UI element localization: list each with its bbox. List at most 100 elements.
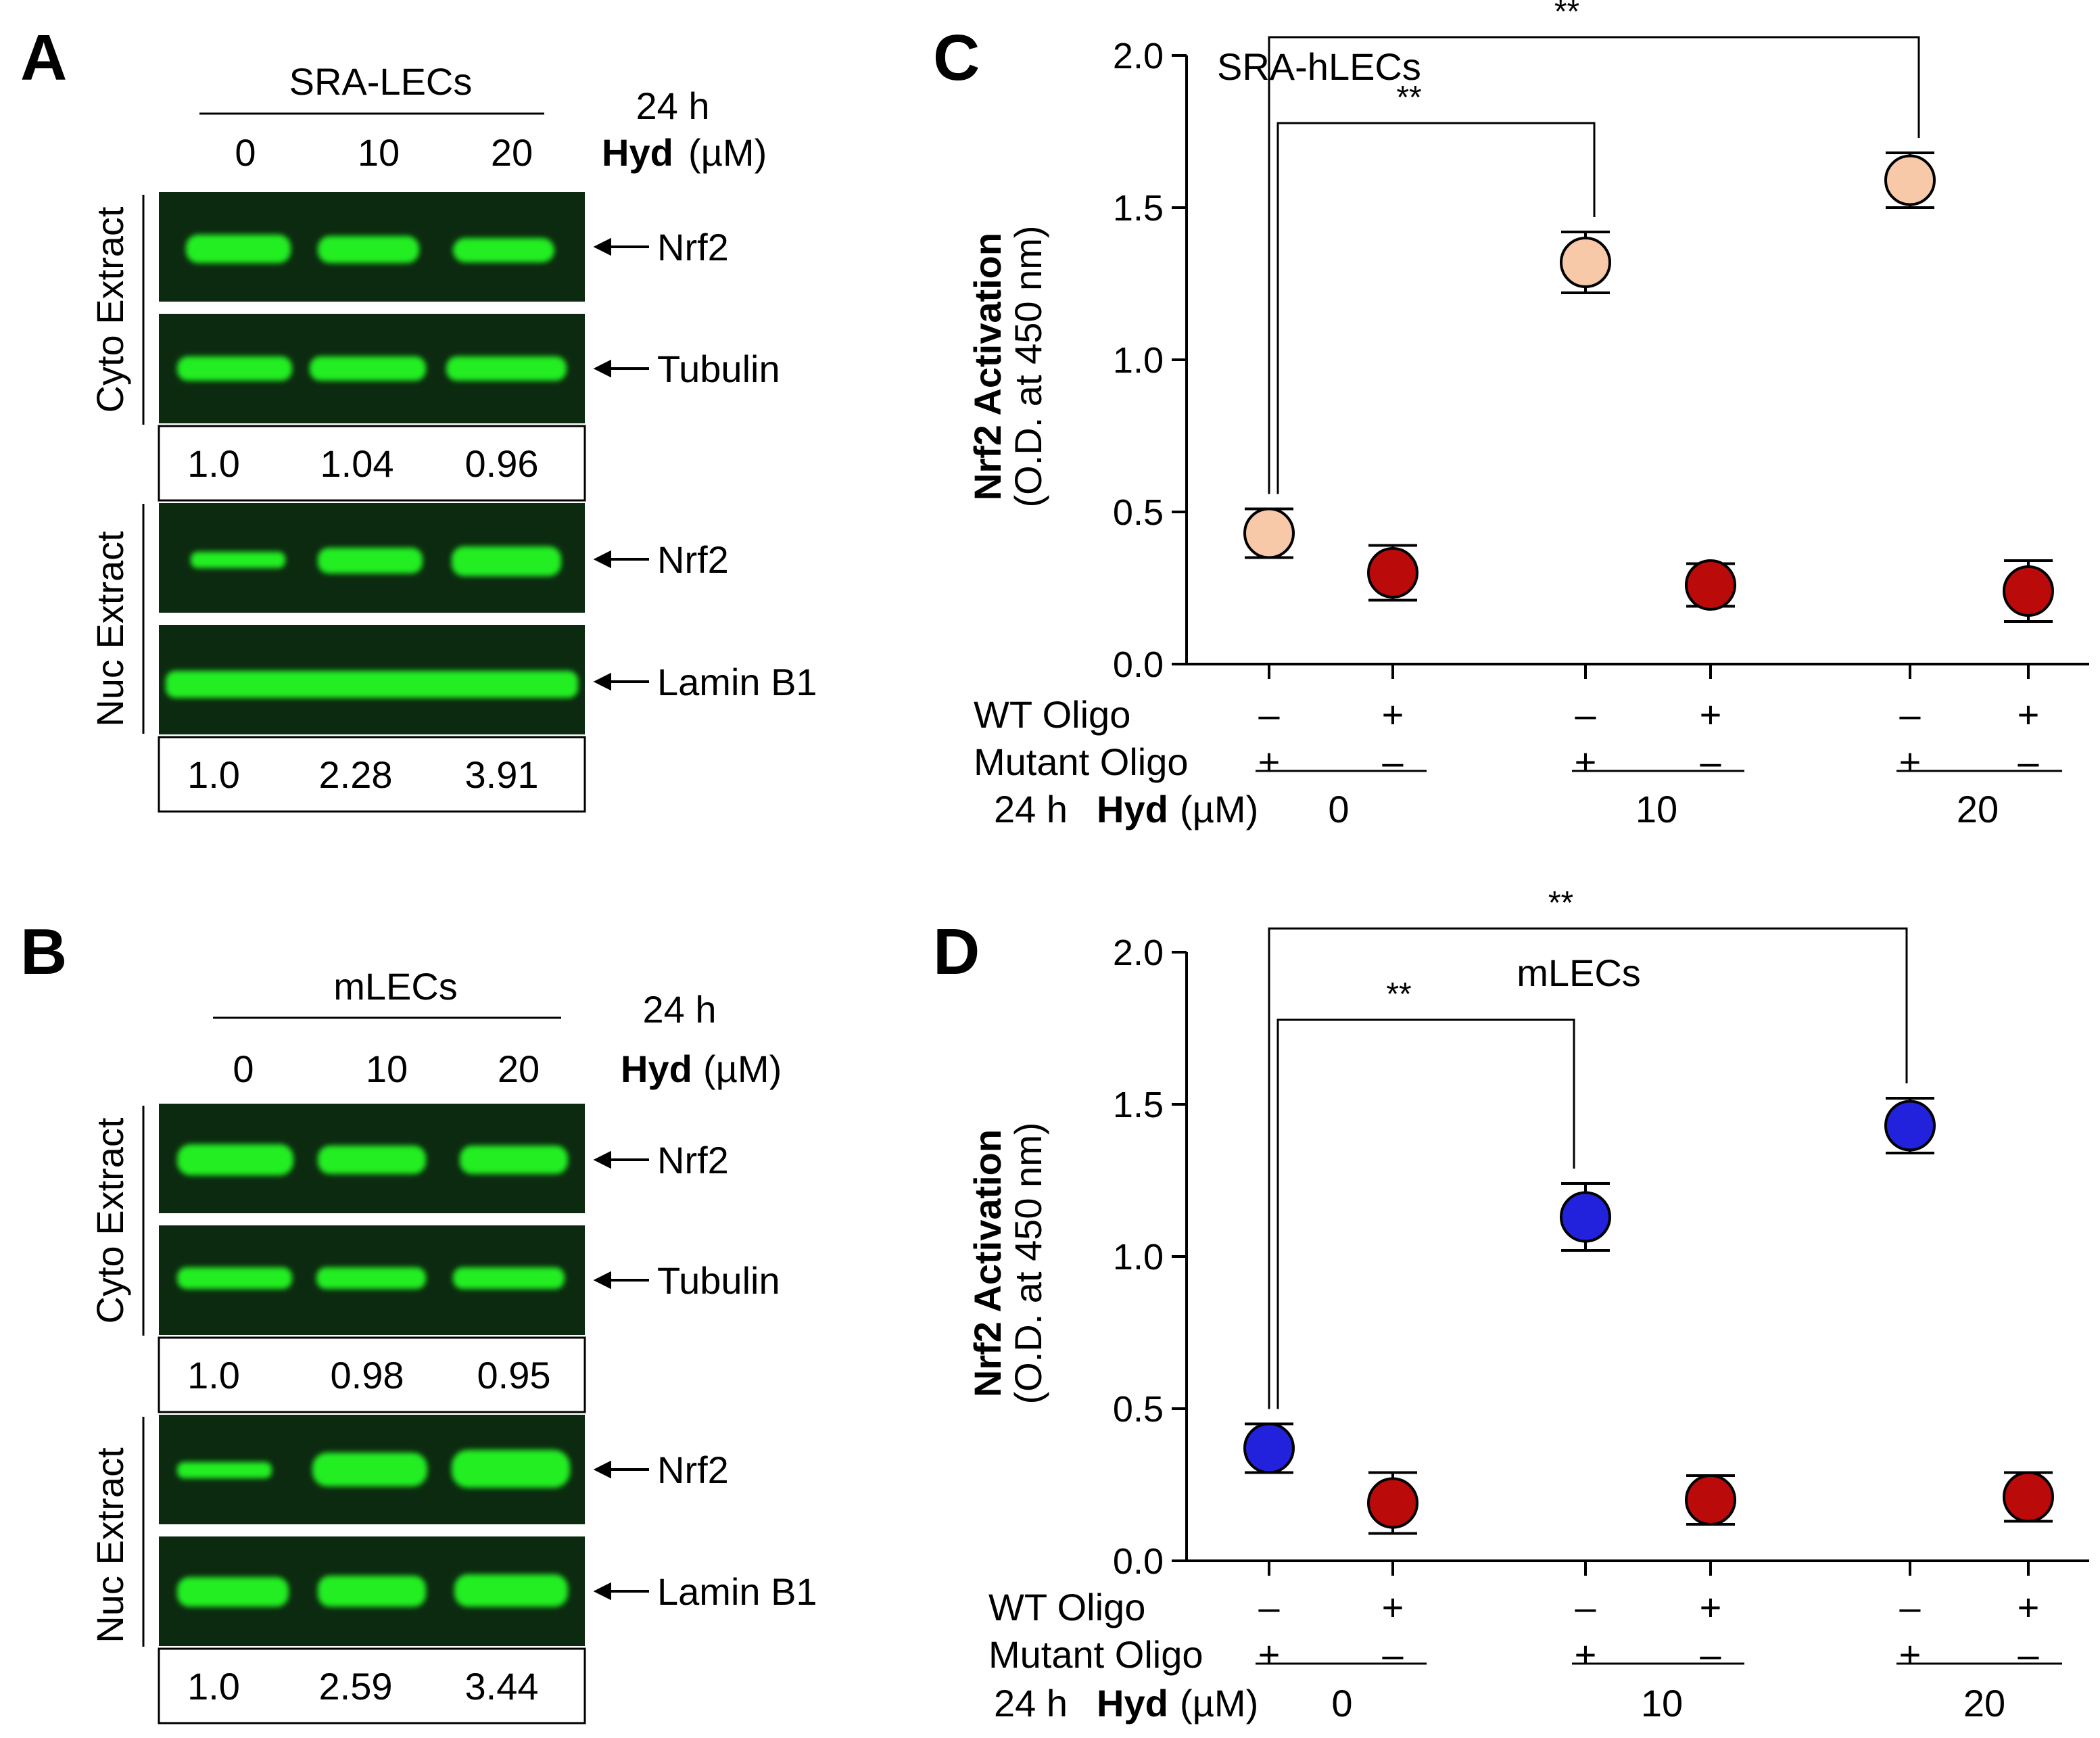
chart-title: SRA-hLECs — [1217, 45, 1421, 88]
significance-bracket — [1276, 122, 1596, 494]
dose-label: 10 — [1641, 1682, 1683, 1724]
y-axis-label-bold: Nrf2 Activation — [966, 1129, 1009, 1397]
wt-sign: + — [2018, 693, 2040, 736]
band — [177, 1267, 292, 1289]
dose-label: 0 — [1331, 1682, 1352, 1724]
chart-title: mLECs — [1517, 952, 1641, 994]
band — [318, 548, 423, 573]
band — [316, 1267, 426, 1289]
band — [454, 1574, 568, 1607]
wt-sign: – — [1899, 1586, 1921, 1628]
blot-label: Tubulin — [657, 1259, 780, 1302]
wt-point — [1367, 1477, 1418, 1529]
unit-label: (µM) — [703, 1048, 782, 1090]
wt-sign: – — [1575, 1586, 1596, 1628]
panel-letter-a: A — [20, 22, 67, 94]
y-tick-label: 2.0 — [1113, 36, 1164, 76]
band — [318, 1576, 426, 1607]
ratio-value: 1.0 — [187, 1665, 240, 1708]
ratio-value: 2.59 — [319, 1665, 393, 1708]
wt-sign: + — [2018, 1586, 2040, 1628]
blot-label: Nrf2 — [657, 1449, 729, 1491]
band — [177, 1577, 289, 1607]
mutant-sign: – — [1382, 1633, 1404, 1676]
mutant-sign: – — [1700, 741, 1721, 783]
band — [186, 235, 291, 263]
ratio-value: 2.28 — [319, 753, 393, 796]
hyd-label: Hyd — [1097, 788, 1168, 830]
band — [166, 671, 578, 698]
wt-oligo-label: WT Oligo — [974, 693, 1130, 736]
arrow-icon — [593, 1582, 611, 1601]
ratio-box-nuc — [158, 736, 586, 813]
hyd-label: Hyd — [621, 1048, 692, 1090]
cyto-extract-label: Cyto Extract — [89, 206, 131, 413]
blot-label: Nrf2 — [657, 226, 729, 268]
arrow-icon — [593, 672, 611, 691]
dose-label: 0 — [235, 131, 256, 174]
mutant-point — [1243, 507, 1295, 559]
band — [177, 356, 292, 381]
ratio-value: 1.0 — [187, 753, 240, 796]
y-axis-label: (O.D. at 450 nm) — [1007, 225, 1049, 507]
dose-label: 10 — [358, 131, 400, 174]
band — [460, 1146, 568, 1174]
band — [453, 1267, 565, 1289]
y-tick-label: 0.5 — [1113, 1389, 1164, 1430]
y-tick-label: 0.0 — [1113, 1541, 1164, 1582]
arrow-icon — [593, 237, 611, 256]
cell-label: mLECs — [333, 965, 458, 1008]
panel-letter-b: B — [20, 916, 67, 988]
y-axis-label: (O.D. at 450 nm) — [1007, 1122, 1049, 1404]
significance-bracket — [1268, 36, 1920, 494]
arrow-icon — [593, 1150, 611, 1169]
blot-label: Nrf2 — [657, 538, 729, 581]
significance-label: ** — [1396, 80, 1421, 116]
mutant-sign: + — [1258, 1633, 1281, 1676]
wt-sign: – — [1258, 693, 1280, 736]
panel-letter-c: C — [933, 22, 980, 94]
ratio-box-cyto — [158, 1336, 586, 1413]
mutant-sign: – — [2018, 1633, 2039, 1676]
band — [310, 356, 426, 381]
mutant-oligo-label: Mutant Oligo — [988, 1633, 1203, 1676]
wt-sign: + — [1700, 1586, 1722, 1628]
mutant-sign: + — [1899, 741, 1922, 783]
band — [318, 236, 419, 263]
wt-point — [1685, 559, 1736, 611]
arrow-icon — [593, 1460, 611, 1479]
wt-point — [2003, 565, 2054, 617]
ratio-value: 3.91 — [465, 753, 539, 796]
wt-sign: + — [1382, 1586, 1404, 1628]
dose-label: 10 — [366, 1048, 408, 1090]
ratio-value: 1.0 — [187, 1354, 240, 1396]
unit-label: (µM) — [1180, 1682, 1258, 1724]
panel-a: SRA-LECs 24 h 0 10 20 Hyd (µM) Cyto Extr… — [89, 60, 817, 813]
wt-oligo-label: WT Oligo — [988, 1586, 1145, 1628]
ratio-value: 0.96 — [465, 442, 539, 485]
dose-label: 20 — [1963, 1682, 2005, 1724]
arrow-icon — [593, 1271, 611, 1290]
blot-label: Nrf2 — [657, 1139, 729, 1181]
y-tick-label: 1.0 — [1113, 340, 1164, 381]
mutant-oligo-label: Mutant Oligo — [974, 741, 1189, 783]
blot-label: Tubulin — [657, 348, 780, 390]
chart-panel-d: 0.0 0.5 1.0 1.5 2.0 Nrf2 Activation(O.D. at 4… — [966, 885, 2089, 1724]
y-tick-label: 2.0 — [1113, 933, 1164, 973]
y-tick-label: 1.5 — [1113, 188, 1164, 229]
time-label: 24 h — [636, 85, 710, 127]
mutant-point — [1560, 237, 1611, 288]
wt-sign: + — [1700, 693, 1722, 736]
blot-label: Lamin B1 — [657, 1570, 817, 1613]
mutant-sign: + — [1575, 1633, 1597, 1676]
band — [452, 1450, 570, 1488]
cell-label: SRA-LECs — [289, 60, 473, 103]
mutant-sign: – — [1382, 741, 1404, 783]
hyd-label: Hyd — [602, 131, 673, 174]
ratio-value: 1.04 — [320, 442, 394, 485]
band — [446, 356, 567, 381]
mutant-sign: + — [1899, 1633, 1922, 1676]
y-tick-label: 0.0 — [1113, 644, 1164, 685]
mutant-sign: + — [1575, 741, 1597, 783]
dose-label: 0 — [1328, 788, 1349, 830]
